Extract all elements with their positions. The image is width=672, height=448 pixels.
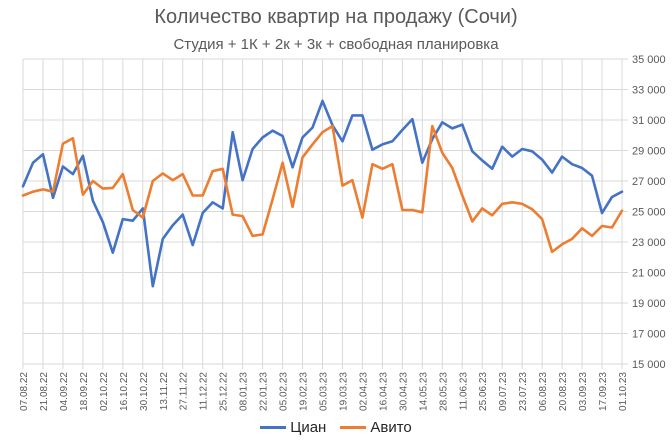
y-tick-label: 15 000 — [632, 359, 666, 371]
y-axis: 35 000 33 000 31 000 29 000 27 000 25 000 23 0… — [632, 54, 666, 371]
y-tick-label: 33 000 — [632, 85, 666, 97]
x-tick-label: 14.05.23 — [418, 372, 429, 411]
legend-item-avito[interactable]: Авито — [340, 419, 412, 436]
x-tick-label: 05.02.23 — [279, 372, 290, 411]
x-tick-label: 05.03.23 — [319, 372, 330, 411]
legend-swatch-avito — [340, 426, 367, 429]
y-tick-label: 21 000 — [632, 268, 666, 280]
x-tick-label: 19.02.23 — [299, 372, 310, 411]
x-tick-label: 06.08.23 — [538, 372, 549, 411]
x-tick-label: 02.04.23 — [358, 372, 369, 411]
x-tick-label: 21.08.22 — [39, 372, 50, 411]
x-tick-label: 09.07.23 — [498, 372, 509, 411]
legend-label-cian: Циан — [290, 419, 327, 436]
legend-swatch-cian — [260, 426, 287, 429]
x-tick-label: 16.04.23 — [378, 372, 389, 411]
x-tick-label: 22.01.23 — [259, 372, 270, 411]
legend-label-avito: Авито — [370, 419, 412, 436]
x-tick-label: 23.07.23 — [518, 372, 529, 411]
x-tick-label: 17.09.23 — [598, 372, 609, 411]
y-tick-label: 25 000 — [632, 207, 666, 219]
y-tick-label: 31 000 — [632, 115, 666, 127]
series-lines — [21, 99, 624, 288]
y-tick-label: 19 000 — [632, 298, 666, 310]
x-axis: 07.08.22 21.08.22 04.09.22 18.09.22 02.10.22… — [19, 372, 629, 411]
series-cian-line — [21, 99, 624, 288]
x-tick-label: 19.03.23 — [338, 372, 349, 411]
y-tick-label: 17 000 — [632, 329, 666, 341]
x-tick-label: 30.04.23 — [398, 372, 409, 411]
x-tick-label: 11.06.23 — [458, 372, 469, 411]
chart-title: Количество квартир на продажу (Сочи) — [154, 6, 518, 28]
x-tick-label: 04.09.22 — [59, 372, 70, 411]
x-tick-label: 28.05.23 — [438, 372, 449, 411]
x-tick-label: 07.08.22 — [19, 372, 30, 411]
x-tick-label: 30.10.22 — [139, 372, 150, 411]
series-avito-line — [21, 124, 624, 254]
x-tick-label: 08.01.23 — [239, 372, 250, 411]
legend: Циан Авито — [0, 419, 672, 436]
x-tick-label: 13.11.22 — [159, 372, 170, 411]
x-tick-label: 25.06.23 — [478, 372, 489, 411]
x-tick-label: 25.12.22 — [219, 372, 230, 411]
x-tick-label: 27.11.22 — [179, 372, 190, 411]
x-tick-label: 02.10.22 — [99, 372, 110, 411]
y-tick-label: 27 000 — [632, 176, 666, 188]
x-tick-label: 18.09.22 — [79, 372, 90, 411]
y-tick-label: 23 000 — [632, 237, 666, 249]
x-tick-label: 11.12.22 — [199, 372, 210, 411]
y-tick-label: 29 000 — [632, 146, 666, 158]
y-tick-label: 35 000 — [632, 54, 666, 66]
x-tick-label: 03.09.23 — [578, 372, 589, 411]
chart-subtitle: Студия + 1К + 2к + 3к + свободная планир… — [173, 36, 499, 53]
legend-item-cian[interactable]: Циан — [260, 419, 326, 436]
x-tick-label: 16.10.22 — [119, 372, 130, 411]
x-tick-label: 01.10.23 — [618, 372, 629, 411]
x-tick-label: 20.08.23 — [558, 372, 569, 411]
